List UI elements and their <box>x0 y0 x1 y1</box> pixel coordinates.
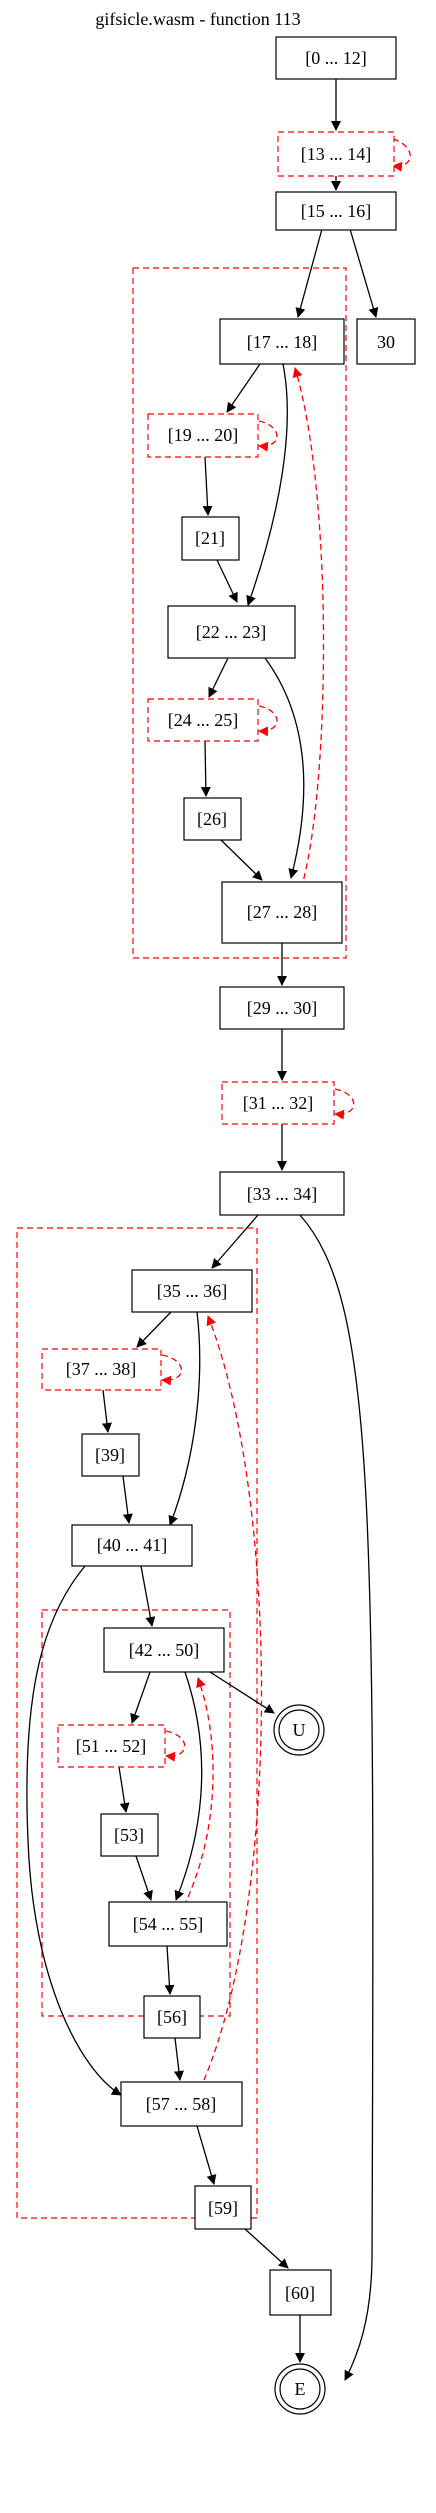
edge-35-40 <box>168 1311 201 1526</box>
edge-37-39 <box>101 1389 112 1433</box>
edge-24-24-self <box>258 705 278 737</box>
svg-text:30: 30 <box>377 332 395 352</box>
edge-19-19-self <box>258 420 278 452</box>
node-27-28[interactable]: [27 ... 28] <box>221 881 343 944</box>
edge-15-30 <box>349 228 379 318</box>
svg-text:[35 ... 36]: [35 ... 36] <box>157 1281 228 1301</box>
node-35-36[interactable]: [35 ... 36] <box>131 1269 253 1313</box>
node-exit-terminal[interactable]: E <box>274 2363 326 2415</box>
edge-17-22 <box>246 363 288 606</box>
edge-31-31-self <box>334 1088 355 1120</box>
edge-15-17 <box>295 228 323 318</box>
node-24-25[interactable]: [24 ... 25] <box>147 698 259 742</box>
node-30[interactable]: 30 <box>356 318 416 365</box>
svg-text:[51 ... 52]: [51 ... 52] <box>76 1736 147 1756</box>
svg-text:[21]: [21] <box>195 528 225 548</box>
edge-51-53 <box>118 1766 130 1813</box>
node-22-23[interactable]: [22 ... 23] <box>167 605 296 659</box>
edge-37-37-self <box>161 1354 182 1386</box>
svg-text:[17 ... 18]: [17 ... 18] <box>247 332 318 352</box>
svg-text:[27 ... 28]: [27 ... 28] <box>247 902 318 922</box>
node-unreachable-terminal[interactable]: U <box>273 1704 325 1756</box>
node-0-12[interactable]: [0 ... 12] <box>275 36 397 80</box>
node-56[interactable]: [56] <box>143 1995 201 2039</box>
svg-text:[0 ... 12]: [0 ... 12] <box>305 48 367 68</box>
node-26[interactable]: [26] <box>183 797 242 841</box>
node-59[interactable]: [59] <box>194 2185 252 2230</box>
edge-33-35 <box>211 1214 259 1269</box>
edge-57-35-back <box>203 1315 263 2081</box>
edge-26-27 <box>220 839 263 881</box>
edge-59-60 <box>244 2228 289 2269</box>
svg-text:U: U <box>293 1720 306 1740</box>
svg-text:[54 ... 55]: [54 ... 55] <box>133 1914 204 1934</box>
edge-13-13-self <box>392 138 411 172</box>
edge-56-57 <box>173 2037 184 2081</box>
edge-35-37 <box>136 1311 172 1348</box>
node-57-58[interactable]: [57 ... 58] <box>120 2081 243 2127</box>
svg-text:[26]: [26] <box>197 809 227 829</box>
edge-51-51-self <box>165 1730 186 1762</box>
node-54-55[interactable]: [54 ... 55] <box>108 1901 228 1947</box>
svg-text:[39]: [39] <box>95 1445 125 1465</box>
svg-text:[56]: [56] <box>157 2007 187 2027</box>
svg-text:[37 ... 38]: [37 ... 38] <box>66 1359 137 1379</box>
svg-text:[33 ... 34]: [33 ... 34] <box>247 1184 318 1204</box>
diagram-title: gifsicle.wasm - function 113 <box>95 9 300 29</box>
edge-57-59 <box>196 2125 217 2185</box>
svg-text:[29 ... 30]: [29 ... 30] <box>247 998 318 1018</box>
svg-text:[19 ... 20]: [19 ... 20] <box>168 425 239 445</box>
edge-42-51 <box>130 1671 151 1724</box>
node-33-34[interactable]: [33 ... 34] <box>219 1171 345 1216</box>
edge-40-42 <box>140 1565 156 1627</box>
edge-40-57 <box>26 1565 122 2096</box>
loop-cluster-42 <box>41 1609 231 2017</box>
svg-text:[31 ... 32]: [31 ... 32] <box>243 1093 314 1113</box>
node-21[interactable]: [21] <box>181 516 240 561</box>
svg-text:[42 ... 50]: [42 ... 50] <box>129 1640 200 1660</box>
node-40-41[interactable]: [40 ... 41] <box>71 1524 193 1567</box>
svg-text:[57 ... 58]: [57 ... 58] <box>146 2094 217 2114</box>
edge-19-21 <box>202 456 213 516</box>
node-51-52[interactable]: [51 ... 52] <box>57 1724 166 1768</box>
svg-text:[15 ... 16]: [15 ... 16] <box>301 201 372 221</box>
edge-17-19 <box>226 363 261 413</box>
node-39[interactable]: [39] <box>81 1433 140 1477</box>
node-15-16[interactable]: [15 ... 16] <box>275 191 397 231</box>
svg-text:[53]: [53] <box>114 1825 144 1845</box>
edge-21-22 <box>216 559 238 603</box>
edge-22-24 <box>208 657 229 698</box>
node-60[interactable]: [60] <box>269 2269 332 2316</box>
node-31-32[interactable]: [31 ... 32] <box>221 1081 335 1125</box>
svg-text:[40 ... 41]: [40 ... 41] <box>97 1535 168 1555</box>
node-17-18[interactable]: [17 ... 18] <box>219 318 345 365</box>
edge-39-40 <box>122 1475 133 1524</box>
edge-27-17-back <box>292 367 325 899</box>
node-37-38[interactable]: [37 ... 38] <box>41 1348 162 1391</box>
svg-text:E: E <box>295 2379 306 2399</box>
svg-text:[59]: [59] <box>208 2198 238 2218</box>
node-13-14[interactable]: [13 ... 14] <box>277 131 395 177</box>
edge-54-42-back <box>183 1677 214 1907</box>
edge-53-54 <box>135 1855 153 1901</box>
edge-42-U <box>209 1671 275 1714</box>
svg-text:[24 ... 25]: [24 ... 25] <box>168 710 239 730</box>
edge-54-56 <box>164 1945 175 1995</box>
edge-42-54 <box>174 1671 203 1901</box>
svg-text:[22 ... 23]: [22 ... 23] <box>196 622 267 642</box>
loop-cluster-17 <box>132 267 347 959</box>
edge-22-27 <box>264 657 305 879</box>
svg-text:[13 ... 14]: [13 ... 14] <box>301 144 372 164</box>
loop-cluster-35 <box>16 1227 258 2219</box>
edge-33-60 <box>299 1214 374 2381</box>
node-42-50[interactable]: [42 ... 50] <box>103 1627 225 1673</box>
edge-24-26 <box>200 740 211 797</box>
edges <box>26 78 411 2381</box>
svg-text:[60]: [60] <box>285 2283 315 2303</box>
node-19-20[interactable]: [19 ... 20] <box>147 413 259 458</box>
node-53[interactable]: [53] <box>100 1813 159 1857</box>
node-29-30[interactable]: [29 ... 30] <box>219 986 345 1030</box>
